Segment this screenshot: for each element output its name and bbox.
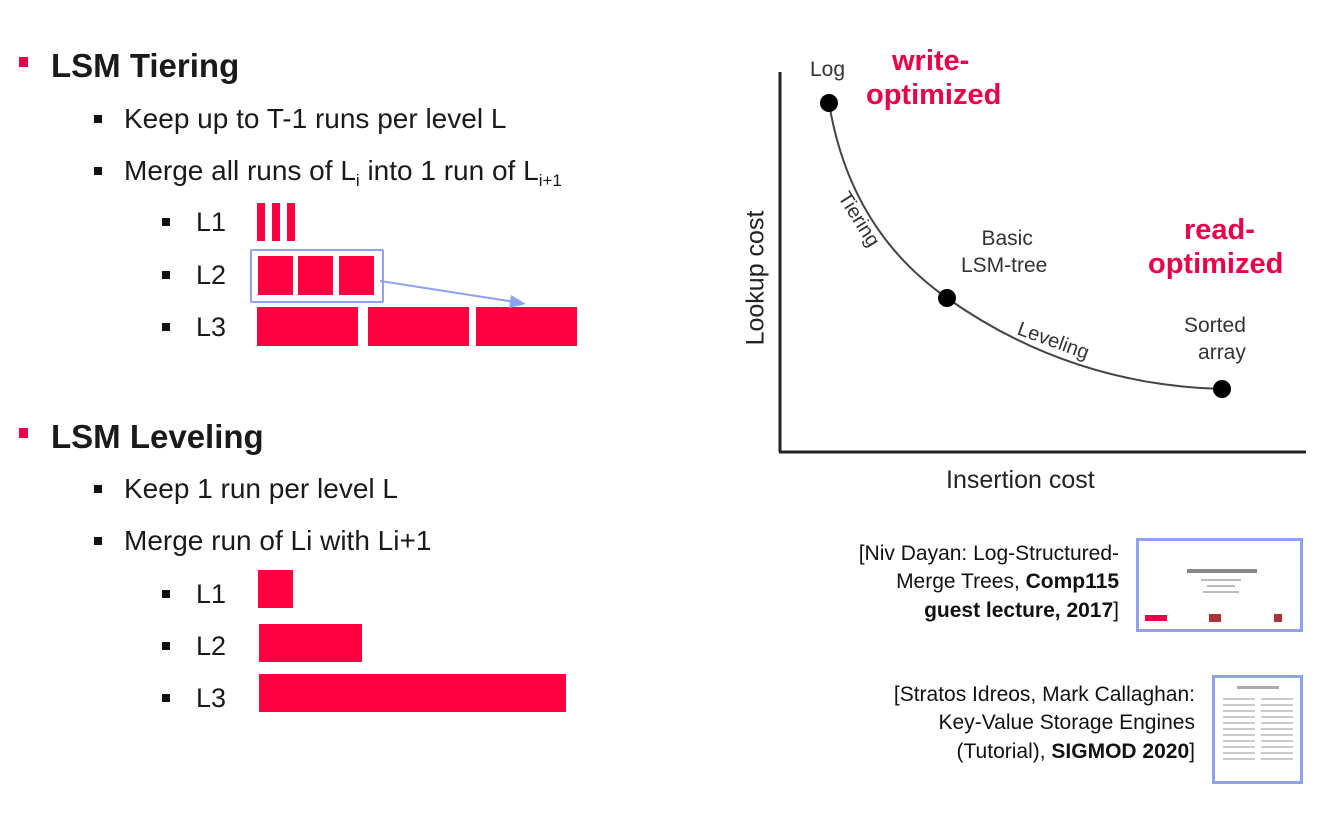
merge-text-prefix: Merge all runs of L [124,155,356,186]
l2-selection-box [250,249,384,303]
write-line-1: write- [892,45,970,77]
section-bullet [19,57,28,67]
tiering-l2-run [339,256,374,295]
paper-preview-icon [1223,686,1293,760]
point-label-basic-lsm: Basic LSM-tree [961,226,1047,280]
leveling-bullet-2: Merge run of Li with Li+1 [124,525,432,556]
tiering-level-label: L3 [196,312,227,342]
tiering-l3-run [476,307,577,346]
tiering-l3-run [257,307,358,346]
merge-sub-i: i [355,171,360,190]
sorted-line-2: array [1198,340,1246,364]
point-label-log: Log [810,58,846,81]
ref1-line-1: [Niv Dayan: Log-Structured- [858,542,1119,565]
read-line-2: optimized [1148,247,1284,280]
list-bullet [162,694,170,702]
tiering-l1-run [257,203,265,241]
tiering-bullet-2: Merge all runs of Li into 1 run of Li+1 [124,155,562,190]
tiering-l3-run [368,307,469,346]
ref2-line-2: Key-Value Storage Engines [938,711,1195,735]
write-line-2: optimized [866,78,1002,111]
x-axis-label: Insertion cost [946,466,1095,494]
tiering-bullet-1: Keep up to T-1 runs per level L [124,103,507,134]
merge-sub-i-plus-1: i+1 [538,171,562,190]
ref2-line-1: [Stratos Idreos, Mark Callaghan: [893,683,1195,706]
read-line-1: read- [1184,214,1255,246]
ref2-text: (Tutorial), [956,739,1052,763]
leveling-l3-run [259,674,566,712]
paper-thumbnail [1136,538,1303,632]
leveling-title: LSM Leveling [51,418,264,455]
ref1-text: Merge Trees, [896,570,1026,594]
tiering-l2-run [258,256,293,295]
leveling-level-label: L2 [196,631,227,661]
point-log [820,94,838,112]
tiering-l1-run [287,203,295,241]
write-optimized-label: write- optimized [866,45,1001,113]
list-bullet [94,537,102,545]
ref1-line-3: guest lecture, 2017] [859,597,1119,625]
tiering-l2-run [298,256,333,295]
list-bullet [162,271,170,279]
basic-line-1: Basic [981,227,1033,250]
point-basic-lsm [938,289,956,307]
ref2-line-3: (Tutorial), SIGMOD 2020] [894,738,1195,766]
list-bullet [94,167,102,175]
tiering-level-label: L1 [196,207,227,237]
y-axis-label: Lookup cost [741,210,770,346]
tiering-l1-run [272,203,280,241]
sorted-line-1: Sorted [1184,314,1246,337]
section-bullet [19,428,28,438]
list-bullet [94,485,102,493]
tiering-level-label: L2 [196,260,227,290]
basic-line-2: LSM-tree [961,253,1048,277]
ref2-end: ] [1189,739,1195,763]
reference-1: [Niv Dayan: Log-Structured- Merge Trees,… [859,540,1119,625]
merge-text-middle: into 1 run of L [359,155,539,186]
ref2-bold: SIGMOD 2020 [1051,739,1190,763]
ref1-bold: Comp115 [1025,570,1119,594]
list-bullet [162,642,170,650]
list-bullet [162,323,170,331]
leveling-level-label: L1 [196,579,227,609]
leveling-l1-run [258,570,293,608]
leveling-l2-run [259,624,362,662]
paper-thumbnail [1212,675,1303,784]
slide-preview-icon [1145,569,1282,622]
ref1-end: ] [1113,598,1119,622]
ref1-line-2: Merge Trees, Comp115 [859,568,1119,596]
reference-2: [Stratos Idreos, Mark Callaghan: Key-Val… [894,681,1195,766]
point-label-sorted-array: Sorted array [1184,313,1246,367]
list-bullet [162,590,170,598]
ref1-bold: guest lecture, 2017 [924,598,1114,622]
list-bullet [162,218,170,226]
leveling-bullet-1: Keep 1 run per level L [124,473,398,504]
list-bullet [94,115,102,123]
point-sorted-array [1213,380,1231,398]
read-optimized-label: read- optimized [1148,214,1283,282]
tiering-title: LSM Tiering [51,47,240,84]
leveling-level-label: L3 [196,683,227,713]
